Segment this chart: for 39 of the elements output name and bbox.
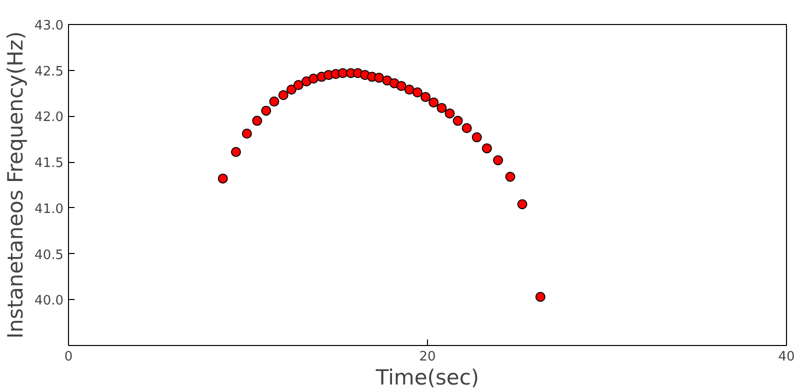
y-tick-label: 40.5 xyxy=(34,248,64,263)
x-tick-label: 20 xyxy=(419,350,436,364)
x-axis-title: Time(sec) xyxy=(374,366,480,390)
point xyxy=(242,128,252,139)
point xyxy=(535,292,546,302)
point xyxy=(308,74,319,84)
x-tick-label: 0 xyxy=(64,350,73,364)
point xyxy=(420,92,431,102)
point xyxy=(404,84,414,95)
point xyxy=(493,155,504,166)
point xyxy=(472,132,482,142)
point xyxy=(269,96,280,107)
y-tick-label: 42.5 xyxy=(34,64,64,80)
y-tick-label: 41.0 xyxy=(34,202,64,217)
point xyxy=(293,80,304,90)
y-tick-label: 42.0 xyxy=(34,110,64,126)
point xyxy=(517,199,528,210)
point xyxy=(452,116,463,126)
point xyxy=(338,68,348,78)
point xyxy=(462,123,472,134)
y-tick-label: 41.5 xyxy=(34,156,64,172)
point xyxy=(436,102,447,113)
y-tick-label: 43.0 xyxy=(34,18,64,34)
point xyxy=(505,172,516,182)
point xyxy=(252,116,262,126)
point xyxy=(218,174,228,184)
y-tick-label: 40.0 xyxy=(34,294,64,309)
point xyxy=(444,108,455,118)
x-tick-label: 40 xyxy=(778,350,795,364)
point xyxy=(230,146,241,157)
point xyxy=(428,97,439,108)
point xyxy=(374,72,384,83)
point xyxy=(482,143,492,154)
y-axis-title: Instanetaneos Frequency(Hz) xyxy=(4,31,28,339)
point xyxy=(396,80,406,91)
point xyxy=(286,84,296,95)
point xyxy=(261,106,272,116)
point xyxy=(278,90,288,100)
point xyxy=(412,87,422,98)
